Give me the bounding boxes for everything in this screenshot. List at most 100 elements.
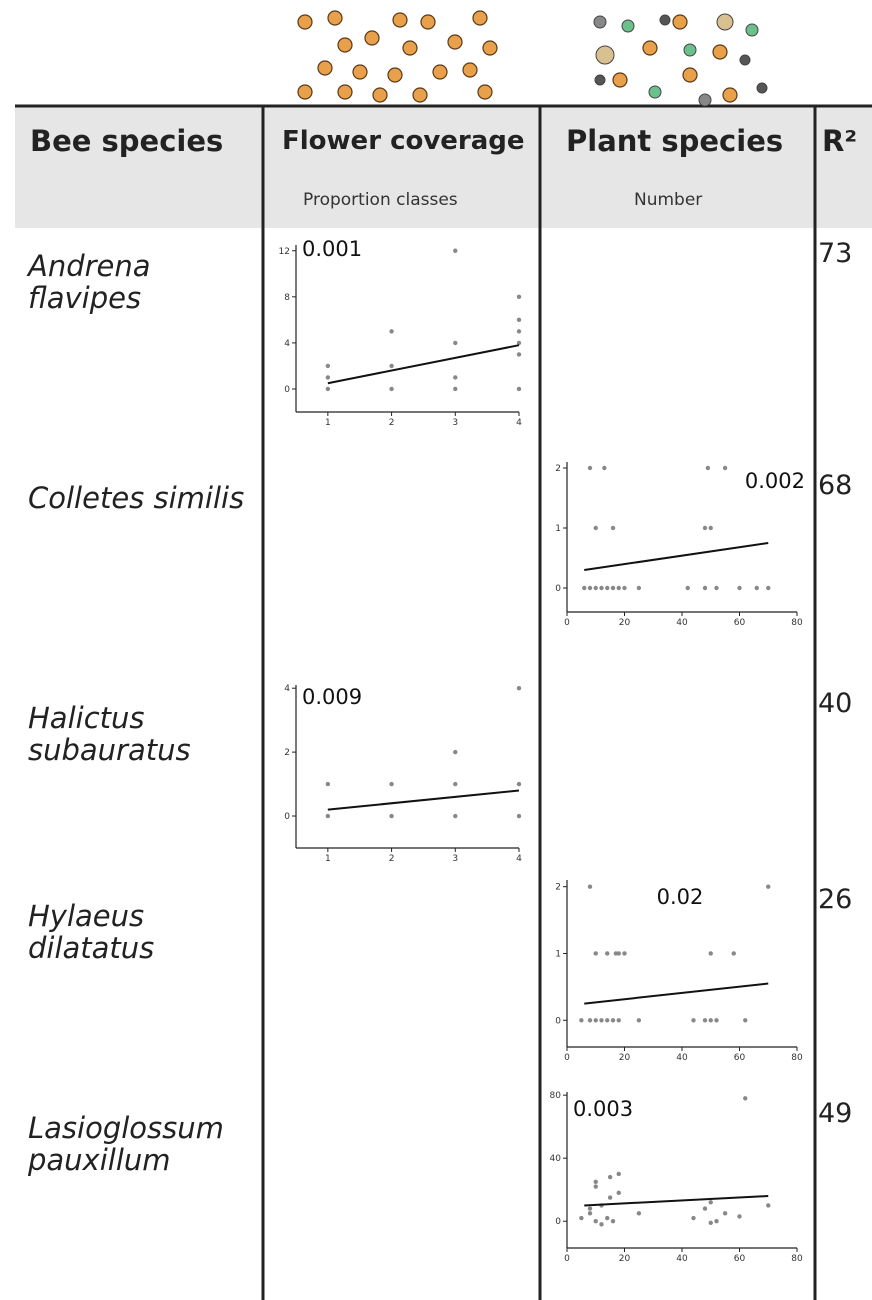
point (737, 586, 741, 590)
y-tick-label: 0 (555, 1217, 561, 1227)
x-tick-label: 60 (734, 618, 746, 628)
point (517, 329, 521, 333)
point (389, 329, 393, 333)
point (714, 586, 718, 590)
point (389, 782, 393, 786)
x-tick-label: 0 (564, 618, 570, 628)
point (622, 586, 626, 590)
p-value: 0.009 (302, 685, 362, 709)
y-tick-label: 2 (284, 748, 290, 758)
point (709, 1221, 713, 1225)
point (453, 387, 457, 391)
point (588, 884, 592, 888)
header-cell: Plant species (566, 124, 783, 158)
point (453, 249, 457, 253)
x-tick-label: 2 (389, 418, 395, 428)
point (588, 1018, 592, 1022)
point (389, 814, 393, 818)
point (594, 1180, 598, 1184)
x-tick-label: 3 (452, 418, 458, 428)
point (605, 951, 609, 955)
x-tick-label: 80 (791, 1053, 803, 1063)
x-tick-label: 2 (389, 854, 395, 864)
point (594, 526, 598, 530)
point (617, 1018, 621, 1022)
point (714, 1018, 718, 1022)
p-value: 0.002 (745, 469, 805, 493)
point (599, 1018, 603, 1022)
point (743, 1018, 747, 1022)
y-tick-label: 40 (550, 1154, 562, 1164)
point (709, 526, 713, 530)
point (594, 1018, 598, 1022)
trend-line (584, 543, 768, 570)
header-unit: Number (634, 190, 702, 210)
point (517, 352, 521, 356)
y-tick-label: 4 (284, 339, 290, 349)
y-tick-label: 0 (284, 812, 290, 822)
point (766, 1203, 770, 1207)
x-tick-label: 60 (734, 1053, 746, 1063)
x-tick-label: 4 (516, 854, 522, 864)
point (579, 1216, 583, 1220)
y-tick-label: 12 (279, 247, 290, 257)
figure: 0481212340.0010120204060800.00202412340.… (0, 0, 872, 1300)
point (617, 1191, 621, 1195)
point (637, 586, 641, 590)
x-tick-label: 20 (619, 1053, 631, 1063)
x-tick-label: 0 (564, 1254, 570, 1264)
y-tick-label: 1 (555, 949, 561, 959)
point (453, 782, 457, 786)
header-unit: Proportion classes (303, 190, 458, 210)
x-tick-label: 3 (452, 854, 458, 864)
point (588, 1206, 592, 1210)
r2-value: 40 (818, 688, 852, 719)
point (389, 364, 393, 368)
point (706, 466, 710, 470)
point (686, 586, 690, 590)
point (588, 586, 592, 590)
x-tick-label: 1 (325, 418, 331, 428)
point (582, 586, 586, 590)
x-tick-label: 1 (325, 854, 331, 864)
point (714, 1219, 718, 1223)
point (326, 387, 330, 391)
point (588, 466, 592, 470)
point (605, 586, 609, 590)
x-tick-label: 60 (734, 1254, 746, 1264)
point (453, 341, 457, 345)
point (326, 375, 330, 379)
x-tick-label: 20 (619, 1254, 631, 1264)
point (637, 1211, 641, 1215)
point (766, 884, 770, 888)
x-tick-label: 4 (516, 418, 522, 428)
point (732, 951, 736, 955)
point (611, 1219, 615, 1223)
point (389, 387, 393, 391)
point (588, 1211, 592, 1215)
species-name: Hylaeus dilatatus (28, 900, 258, 964)
species-name: Lasioglossum pauxillum (28, 1112, 258, 1176)
trend-line (328, 345, 519, 383)
point (517, 782, 521, 786)
x-tick-label: 40 (676, 618, 688, 628)
point (517, 814, 521, 818)
y-tick-label: 0 (555, 1016, 561, 1026)
r2-value: 49 (818, 1098, 852, 1129)
point (517, 387, 521, 391)
point (605, 1216, 609, 1220)
point (326, 782, 330, 786)
header-cell: Flower coverage (282, 126, 525, 156)
point (709, 1018, 713, 1022)
point (517, 295, 521, 299)
y-tick-label: 80 (550, 1091, 562, 1101)
point (326, 364, 330, 368)
species-name: Andrena flavipes (28, 250, 258, 314)
point (755, 586, 759, 590)
point (599, 1222, 603, 1226)
r2-value: 68 (818, 470, 852, 501)
y-tick-label: 1 (555, 524, 561, 534)
x-tick-label: 80 (791, 1254, 803, 1264)
point (611, 1018, 615, 1022)
point (599, 586, 603, 590)
